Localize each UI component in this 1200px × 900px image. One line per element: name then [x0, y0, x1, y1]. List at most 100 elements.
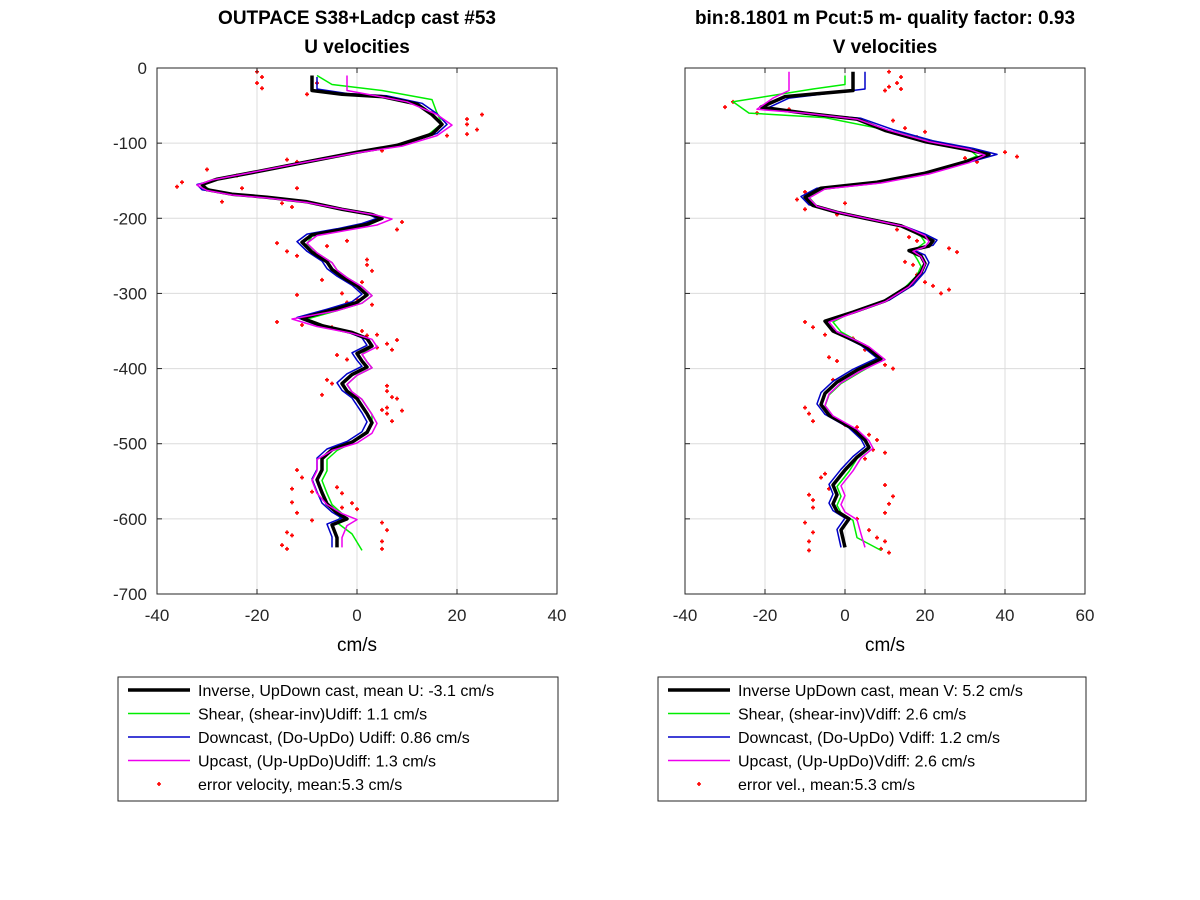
u-error-velocity-point: [380, 520, 384, 525]
v-legend-label: Shear, (shear-inv)Vdiff: 2.6 cm/s: [738, 707, 966, 724]
v-error-velocity-point: [891, 118, 895, 123]
u-error-velocity-point: [385, 405, 389, 410]
u-error-velocity-point: [255, 81, 259, 86]
v-error-velocity-point: [923, 129, 927, 134]
u-error-velocity-point: [475, 127, 479, 132]
u-error-velocity-points: [175, 69, 484, 551]
v-error-velocity-point: [1003, 150, 1007, 155]
u-ytick-label: 0: [138, 59, 147, 78]
v-error-velocity-point: [955, 250, 959, 255]
u-velocity-lines: [196, 74, 453, 551]
v-axis-ticks: -40 -20 0 20 40 60: [673, 67, 1095, 625]
u-error-velocity-point: [290, 205, 294, 210]
v-error-velocity-point: [887, 84, 891, 89]
v-legend-label: Upcast, (Up-UpDo)Vdiff: 2.6 cm/s: [738, 754, 975, 771]
u-error-velocity-point: [305, 92, 309, 97]
v-legend-label: error vel., mean:5.3 cm/s: [738, 777, 915, 794]
v-error-velocity-points: [723, 69, 1019, 555]
u-error-velocity-point: [335, 485, 339, 490]
v-error-velocity-point: [887, 550, 891, 555]
v-error-velocity-point: [807, 539, 811, 544]
v-error-velocity-point: [895, 81, 899, 86]
u-error-velocity-point: [395, 396, 399, 401]
u-legend-label: Shear, (shear-inv)Udiff: 1.1 cm/s: [198, 707, 427, 724]
v-error-velocity-point: [1015, 154, 1019, 159]
u-error-velocity-point: [350, 501, 354, 506]
v-error-velocity-point: [939, 291, 943, 296]
u-error-velocity-point: [390, 395, 394, 400]
u-error-velocity-point: [175, 184, 179, 189]
v-error-velocity-point: [811, 498, 815, 503]
u-error-velocity-point: [275, 241, 279, 246]
v-xtick-label: 20: [916, 606, 935, 625]
u-error-velocity-point: [300, 322, 304, 327]
v-error-velocity-point: [883, 510, 887, 515]
u-error-velocity-point: [345, 238, 349, 243]
v-xtick-label: -20: [753, 606, 778, 625]
v-legend-swatch-4: [697, 782, 701, 786]
v-chart-subtitle: V velocities: [833, 37, 938, 58]
v-error-velocity-point: [903, 259, 907, 264]
v-error-velocity-point: [895, 227, 899, 232]
v-error-velocity-point: [863, 456, 867, 461]
v-error-velocity-point: [883, 362, 887, 367]
u-error-velocity-point: [465, 117, 469, 122]
u-error-velocity-point: [280, 543, 284, 548]
v-chart-title: bin:8.1801 m Pcut:5 m- quality factor: 0…: [695, 8, 1075, 29]
v-error-velocity-point: [899, 87, 903, 92]
u-error-velocity-point: [480, 112, 484, 117]
u-error-velocity-point: [400, 408, 404, 413]
u-velocity-panel: OUTPACE S38+Ladcp cast #53 U velocities …: [113, 8, 566, 656]
u-error-velocity-point: [395, 338, 399, 343]
u-error-velocity-point: [370, 268, 374, 273]
v-error-velocity-point: [887, 69, 891, 74]
u-error-velocity-point: [400, 220, 404, 225]
v-legend-box: [657, 676, 1087, 802]
u-series-line-3: [196, 75, 453, 548]
v-error-velocity-point: [811, 325, 815, 330]
u-error-velocity-point: [295, 468, 299, 473]
v-plot-area: [685, 68, 1085, 594]
u-error-velocity-point: [290, 500, 294, 505]
u-error-velocity-point: [285, 157, 289, 162]
v-error-velocity-point: [823, 471, 827, 476]
v-grid: [685, 68, 1085, 594]
v-error-velocity-point: [803, 189, 807, 194]
v-xtick-label: 0: [840, 606, 849, 625]
v-error-velocity-point: [883, 450, 887, 455]
v-error-velocity-point: [795, 197, 799, 202]
u-ytick-label: -200: [113, 209, 147, 228]
v-error-velocity-point: [875, 535, 879, 540]
v-error-velocity-point: [883, 483, 887, 488]
u-axis-ticks: -40 -20 0 20 400-100-200-300-400-500-600-700: [113, 59, 566, 625]
v-error-velocity-point: [867, 432, 871, 437]
v-error-velocity-point: [875, 437, 879, 442]
u-error-velocity-point: [300, 475, 304, 480]
v-legend: Inverse UpDown cast, mean V: 5.2 cm/s She…: [657, 676, 1087, 802]
u-error-velocity-point: [290, 486, 294, 491]
u-error-velocity-point: [310, 489, 314, 494]
u-error-velocity-point: [445, 133, 449, 138]
u-error-velocity-point: [395, 227, 399, 232]
u-legend-label: Downcast, (Do-UpDo) Udiff: 0.86 cm/s: [198, 730, 470, 747]
v-error-velocity-point: [907, 235, 911, 240]
v-error-velocity-point: [835, 359, 839, 364]
v-xtick-label: 60: [1076, 606, 1095, 625]
u-error-velocity-point: [320, 392, 324, 397]
u-error-velocity-point: [380, 539, 384, 544]
v-error-velocity-point: [923, 280, 927, 285]
u-error-velocity-point: [365, 262, 369, 267]
u-error-velocity-point: [340, 505, 344, 510]
u-error-velocity-point: [380, 546, 384, 551]
v-error-velocity-point: [823, 332, 827, 337]
v-x-axis-label: cm/s: [865, 635, 905, 656]
u-ytick-label: -500: [113, 435, 147, 454]
u-xtick-label: 0: [352, 606, 361, 625]
u-error-velocity-point: [340, 491, 344, 496]
u-error-velocity-point: [260, 86, 264, 91]
u-error-velocity-point: [385, 341, 389, 346]
v-error-velocity-point: [723, 105, 727, 110]
v-series-line-3: [756, 71, 986, 548]
v-velocity-lines: [732, 71, 998, 552]
